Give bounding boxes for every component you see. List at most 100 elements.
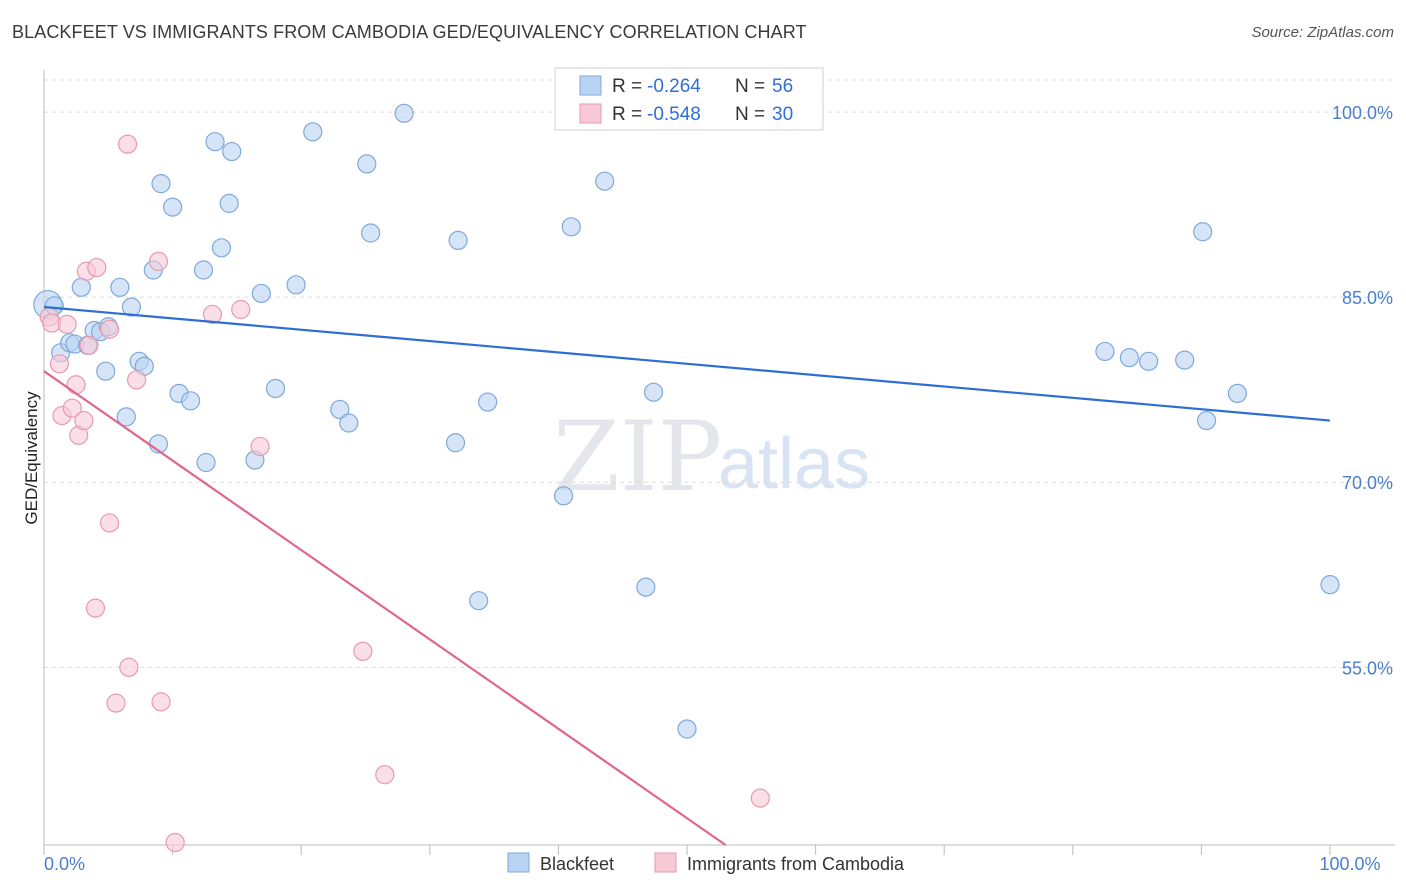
point-cambodia: [250, 436, 270, 457]
point-blackfeet: [553, 486, 574, 506]
point-cambodia: [99, 319, 120, 339]
trend-lines: [43, 305, 1331, 846]
point-blackfeet: [181, 391, 201, 411]
point-blackfeet: [205, 132, 225, 152]
series-legend-swatch-blackfeet: [507, 852, 530, 873]
point-cambodia: [119, 657, 139, 677]
point-blackfeet: [193, 260, 214, 280]
axes: [43, 70, 1395, 846]
trend-line-blackfeet: [43, 305, 1331, 422]
point-blackfeet: [561, 217, 581, 237]
legend-r-value-blue: -0.264: [647, 76, 701, 97]
stats-legend: R = -0.264 N = 56 R = -0.548 N = 30: [554, 67, 824, 131]
point-cambodia: [375, 765, 395, 785]
point-blackfeet: [151, 174, 171, 194]
point-blackfeet: [211, 238, 232, 258]
point-blackfeet: [595, 171, 615, 191]
point-blackfeet: [222, 141, 242, 162]
y-tick-label: 100.0%: [1332, 103, 1393, 123]
point-cambodia: [151, 692, 171, 712]
point-blackfeet: [1227, 383, 1248, 404]
trend-line-cambodia: [43, 370, 727, 846]
point-blackfeet: [677, 719, 697, 739]
watermark-atlas: atlas: [718, 424, 870, 504]
point-blackfeet: [445, 433, 466, 453]
point-blackfeet: [1193, 222, 1213, 242]
point-blackfeet: [1320, 575, 1340, 595]
point-cambodia: [74, 410, 94, 431]
series-legend-swatch-cambodia: [654, 852, 677, 873]
point-blackfeet: [303, 122, 323, 142]
legend-r-label-blue: R =: [612, 76, 642, 97]
point-cambodia: [99, 513, 120, 533]
legend-r-value-pink: -0.548: [647, 104, 701, 125]
point-blackfeet: [1196, 410, 1217, 431]
point-blackfeet: [251, 283, 271, 304]
x-tick-label: 0.0%: [44, 854, 85, 874]
point-cambodia: [202, 304, 223, 325]
legend-n-value-pink: 30: [772, 104, 793, 125]
point-cambodia: [231, 299, 251, 320]
point-blackfeet: [1139, 351, 1159, 371]
legend-swatch-blue: [579, 75, 602, 96]
point-blackfeet: [121, 297, 142, 317]
point-cambodia: [750, 788, 770, 808]
point-cambodia: [66, 375, 86, 395]
x-tick-label: 100.0%: [1319, 854, 1380, 874]
x-tick-labels: 0.0% 100.0%: [44, 854, 1381, 874]
point-cambodia: [148, 251, 169, 271]
point-cambodia: [87, 257, 107, 278]
point-blackfeet: [330, 399, 350, 420]
y-tick-label: 85.0%: [1342, 288, 1393, 308]
legend-r-label-pink: R =: [612, 104, 642, 125]
point-cambodia: [57, 314, 77, 334]
point-blackfeet: [339, 413, 359, 433]
legend-n-label-blue: N =: [735, 76, 765, 97]
point-blackfeet: [219, 193, 239, 213]
point-cambodia: [85, 598, 106, 618]
point-blackfeet: [394, 103, 414, 123]
point-cambodia: [126, 370, 147, 390]
scatter-points: [33, 103, 1340, 853]
point-blackfeet: [1119, 348, 1139, 368]
point-blackfeet: [357, 154, 377, 174]
point-blackfeet: [286, 275, 306, 295]
point-cambodia: [62, 398, 82, 418]
y-axis-label: GED/Equivalency: [22, 391, 41, 525]
series-legend-label-blackfeet: Blackfeet: [540, 854, 614, 874]
legend-n-value-blue: 56: [772, 76, 793, 97]
series-legend: Blackfeet Immigrants from Cambodia: [507, 852, 905, 874]
series-legend-label-cambodia: Immigrants from Cambodia: [687, 854, 905, 874]
y-tick-labels: 100.0% 85.0% 70.0% 55.0%: [1332, 103, 1393, 678]
point-blackfeet: [196, 452, 216, 473]
point-blackfeet: [116, 407, 136, 427]
point-cambodia: [49, 354, 70, 374]
point-blackfeet: [1175, 350, 1195, 370]
point-blackfeet: [265, 378, 286, 399]
point-blackfeet: [469, 591, 489, 611]
point-blackfeet: [448, 230, 468, 251]
point-blackfeet: [110, 277, 130, 297]
point-cambodia: [117, 134, 138, 154]
point-blackfeet: [163, 197, 183, 217]
watermark-zip: ZIP: [553, 401, 722, 513]
point-blackfeet: [361, 223, 381, 243]
chart-title: BLACKFEET VS IMMIGRANTS FROM CAMBODIA GE…: [12, 22, 807, 42]
point-blackfeet: [636, 577, 656, 597]
legend-n-label-pink: N =: [735, 104, 765, 125]
point-cambodia: [353, 641, 373, 661]
grid-lines: [44, 79, 1395, 668]
point-cambodia: [165, 832, 185, 853]
y-tick-label: 55.0%: [1342, 658, 1393, 678]
point-blackfeet: [96, 361, 116, 381]
y-tick-label: 70.0%: [1342, 473, 1393, 493]
point-blackfeet: [643, 382, 664, 402]
point-cambodia: [106, 693, 126, 713]
point-blackfeet: [1095, 341, 1115, 362]
source-credit: Source: ZipAtlas.com: [1251, 24, 1394, 41]
point-blackfeet: [478, 392, 498, 412]
point-blackfeet: [71, 277, 91, 297]
legend-swatch-pink: [579, 103, 602, 124]
point-cambodia: [79, 335, 99, 355]
